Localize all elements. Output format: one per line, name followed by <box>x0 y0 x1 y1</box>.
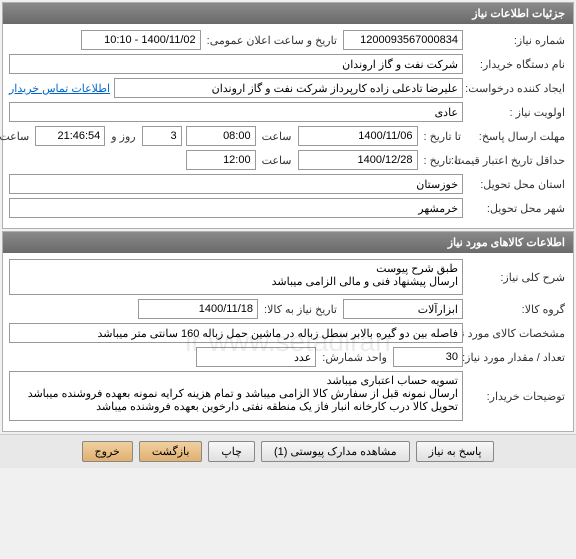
request-number-field[interactable] <box>343 30 463 50</box>
priority-label: اولویت نیاز : <box>467 106 567 119</box>
panel1-header: جزئیات اطلاعات نیاز <box>3 3 573 24</box>
back-button[interactable]: بازگشت <box>139 441 203 462</box>
reply-button[interactable]: پاسخ به نیاز <box>416 441 495 462</box>
need-date-label: تاریخ نیاز به کالا: <box>262 303 339 316</box>
button-row: پاسخ به نیاز مشاهده مدارک پیوستی (1) چاپ… <box>0 434 576 468</box>
city-field[interactable] <box>9 198 463 218</box>
general-label: شرح کلی نیاز: <box>467 271 567 284</box>
min-valid-date-field[interactable] <box>298 150 418 170</box>
need-details-panel: جزئیات اطلاعات نیاز شماره نیاز: تاریخ و … <box>2 2 574 229</box>
close-button[interactable]: خروج <box>82 441 133 462</box>
group-label: گروه کالا: <box>467 303 567 316</box>
contact-link[interactable]: اطلاعات تماس خریدار <box>9 82 110 95</box>
time-label-1: ساعت <box>260 130 294 143</box>
min-valid-label: حداقل تاریخ اعتبار قیمت: <box>467 154 567 167</box>
province-label: استان محل تحویل: <box>467 178 567 191</box>
min-valid-time-field[interactable] <box>186 150 256 170</box>
time-remain-field <box>35 126 105 146</box>
request-number-label: شماره نیاز: <box>467 34 567 47</box>
time-label-2: ساعت <box>260 154 294 167</box>
org-label: نام دستگاه خریدار: <box>467 58 567 71</box>
creator-field[interactable] <box>114 78 463 98</box>
print-button[interactable]: چاپ <box>208 441 255 462</box>
need-date-field[interactable] <box>138 299 258 319</box>
buyer-notes-textarea[interactable]: تسویه حساب اعتباری میباشد ارسال نمونه قب… <box>9 371 463 421</box>
priority-field[interactable] <box>9 102 463 122</box>
reply-time-field[interactable] <box>186 126 256 146</box>
group-field[interactable] <box>343 299 463 319</box>
to-date-label-2: تا تاریخ : <box>422 154 463 167</box>
to-date-label-1: تا تاریخ : <box>422 130 463 143</box>
buyer-notes-label: توضیحات خریدار: <box>467 390 567 403</box>
panel2-header: اطلاعات کالاهای مورد نیاز <box>3 232 573 253</box>
province-field[interactable] <box>9 174 463 194</box>
spec-label: مشخصات کالای مورد نیاز: <box>467 327 567 340</box>
days-remain-field <box>142 126 182 146</box>
reply-deadline-label: مهلت ارسال پاسخ: <box>467 130 567 143</box>
qty-label: تعداد / مقدار مورد نیاز: <box>467 351 567 364</box>
days-label: روز و <box>109 130 137 143</box>
spec-field[interactable] <box>9 323 463 343</box>
city-label: شهر محل تحویل: <box>467 202 567 215</box>
qty-field[interactable] <box>393 347 463 367</box>
unit-field[interactable] <box>196 347 316 367</box>
org-field[interactable] <box>9 54 463 74</box>
creator-label: ایجاد کننده درخواست: <box>467 82 567 95</box>
unit-label: واحد شمارش: <box>320 351 389 364</box>
attachments-button[interactable]: مشاهده مدارک پیوستی (1) <box>261 441 410 462</box>
goods-info-panel: اطلاعات کالاهای مورد نیاز ir www.setadir… <box>2 231 574 432</box>
reply-date-field[interactable] <box>298 126 418 146</box>
remain-label: ساعت باقی مانده <box>0 130 31 143</box>
public-date-label: تاریخ و ساعت اعلان عمومی: <box>205 34 339 47</box>
general-textarea[interactable]: طبق شرح پیوست ارسال پیشنهاد فنی و مالی ا… <box>9 259 463 295</box>
public-date-field[interactable] <box>81 30 201 50</box>
